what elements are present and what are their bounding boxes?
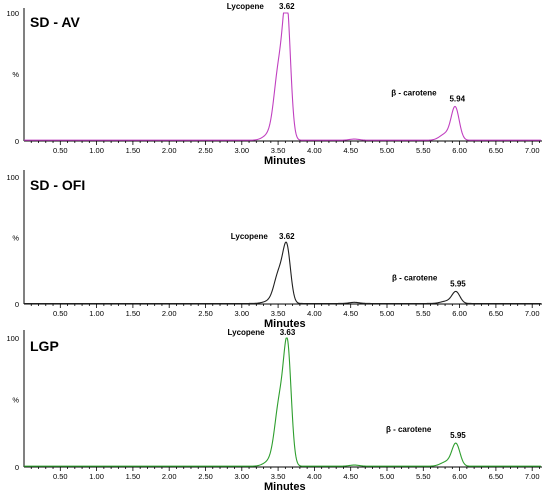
- x-tick-label: 1.00: [89, 472, 104, 481]
- x-tick-label: 6.50: [489, 146, 504, 155]
- x-tick-label: 3.50: [271, 146, 286, 155]
- x-tick-label: 4.50: [343, 309, 358, 318]
- x-tick-label: 5.50: [416, 309, 431, 318]
- chromatogram-panel-2: 0% 100 0.50 1.00 1.50 2.00 2.50 3.00 3.50 4.00 4.5…: [6, 170, 542, 330]
- x-tick-label: 3.00: [234, 146, 249, 155]
- peak-rt-beta-carotene: 5.95: [450, 431, 466, 440]
- x-tick-label: 4.00: [307, 146, 322, 155]
- x-tick-label: 5.50: [416, 472, 431, 481]
- y-tick-label: 0: [15, 300, 19, 309]
- x-tick-label: 4.00: [307, 472, 322, 481]
- y-tick-label: 100: [6, 9, 19, 18]
- panel-title: SD - AV: [30, 14, 80, 30]
- peak-label-beta-carotene: β - carotene: [391, 89, 437, 98]
- x-tick-label: 2.50: [198, 146, 213, 155]
- y-axis-label: %: [12, 70, 19, 79]
- peak-label-lycopene: Lycopene: [228, 328, 266, 337]
- chromatogram-panel-1: 0% 100 0.50 1.00 1.50 2.00 2.50 3.00 3.50 4.00 4.5…: [6, 2, 542, 167]
- x-tick-label: 6.50: [489, 309, 504, 318]
- x-tick-label: 1.50: [126, 146, 141, 155]
- x-axis-title: Minutes: [264, 155, 306, 167]
- x-axis-title: Minutes: [264, 481, 306, 493]
- x-tick-label: 6.00: [452, 309, 467, 318]
- x-tick-label: 2.50: [198, 309, 213, 318]
- y-axis-label: %: [12, 396, 19, 405]
- x-tick-label: 3.50: [271, 309, 286, 318]
- peak-label-beta-carotene: β - carotene: [386, 425, 432, 434]
- x-tick-label: 2.00: [162, 472, 177, 481]
- peak-label-lycopene: Lycopene: [231, 232, 269, 241]
- x-tick-label: 2.50: [198, 472, 213, 481]
- x-tick-label: 4.50: [343, 472, 358, 481]
- x-tick-label: 4.00: [307, 309, 322, 318]
- x-tick-label: 6.50: [489, 472, 504, 481]
- peak-label-beta-carotene: β - carotene: [392, 273, 438, 282]
- peak-rt-lycopene: 3.62: [279, 232, 295, 241]
- x-axis-title: Minutes: [264, 318, 306, 330]
- x-tick-label: 3.50: [271, 472, 286, 481]
- x-tick-label: 6.00: [452, 146, 467, 155]
- x-tick-label: 4.50: [343, 146, 358, 155]
- x-tick-label: 3.00: [234, 309, 249, 318]
- x-tick-label: 5.00: [380, 472, 395, 481]
- x-tick-label: 7.00: [525, 309, 540, 318]
- x-tick-label: 1.50: [126, 309, 141, 318]
- x-tick-label: 1.50: [126, 472, 141, 481]
- x-tick-label: 7.00: [525, 472, 540, 481]
- x-tick-label: 5.50: [416, 146, 431, 155]
- x-tick-label: 5.00: [380, 309, 395, 318]
- panel-title: LGP: [30, 338, 59, 354]
- peak-label-lycopene: Lycopene: [227, 2, 265, 11]
- peak-rt-beta-carotene: 5.95: [450, 279, 466, 288]
- x-tick-label: 0.50: [53, 472, 68, 481]
- chromatogram-trace: [24, 12, 541, 141]
- x-tick-label: 5.00: [380, 146, 395, 155]
- peak-rt-beta-carotene: 5.94: [449, 95, 465, 104]
- x-tick-label: 0.50: [53, 309, 68, 318]
- chromatogram-panel-3: 0% 100 0.50 1.00 1.50 2.00 2.50 3.00 3.50 4.00 4.5…: [6, 328, 542, 493]
- x-tick-label: 7.00: [525, 146, 540, 155]
- y-tick-label: 0: [15, 137, 19, 146]
- peak-rt-lycopene: 3.63: [280, 328, 296, 337]
- panel-title: SD - OFI: [30, 177, 85, 193]
- y-axis-label: %: [12, 234, 19, 243]
- x-tick-label: 2.00: [162, 309, 177, 318]
- x-tick-label: 1.00: [89, 146, 104, 155]
- peak-rt-lycopene: 3.62: [279, 2, 295, 11]
- x-tick-label: 3.00: [234, 472, 249, 481]
- x-tick-label: 0.50: [53, 146, 68, 155]
- y-tick-label: 0: [15, 463, 19, 472]
- chromatogram-trace: [24, 337, 541, 467]
- x-tick-label: 2.00: [162, 146, 177, 155]
- y-tick-label: 100: [6, 173, 19, 182]
- x-tick-label: 1.00: [89, 309, 104, 318]
- x-tick-label: 6.00: [452, 472, 467, 481]
- chromatogram-trace: [24, 241, 541, 305]
- y-tick-label: 100: [6, 334, 19, 343]
